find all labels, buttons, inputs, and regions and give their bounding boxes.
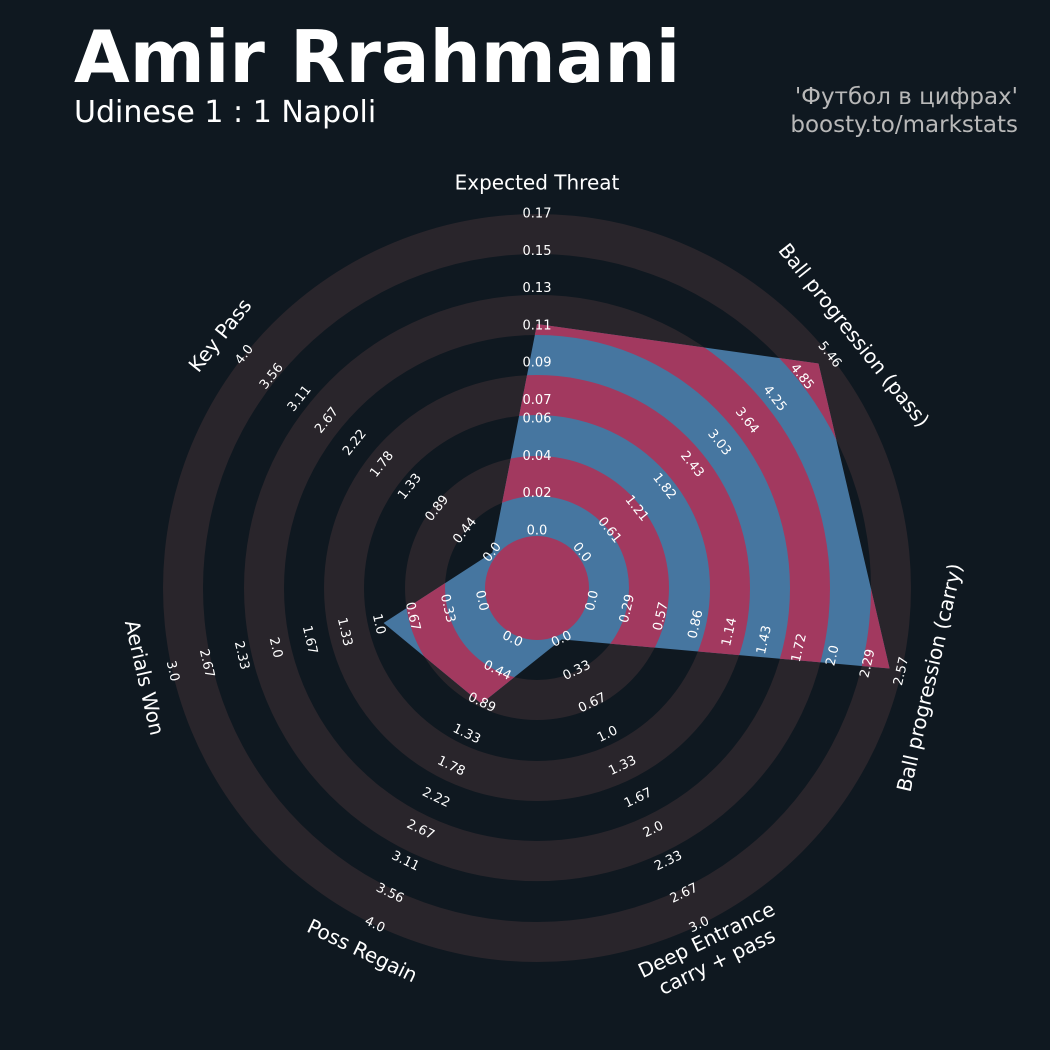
tick-label: 0.13 [523, 281, 552, 296]
tick-label: 0.57 [651, 601, 672, 633]
tick-label: 0.0 [527, 524, 548, 539]
tick-label: 0.67 [402, 601, 423, 633]
credit: 'Футбол в цифрах' [795, 84, 1018, 110]
chart-subtitle: Udinese 1 : 1 Napoli [74, 95, 376, 130]
ring-overlap [485, 536, 589, 640]
tick-label: 1.0 [369, 612, 388, 636]
tick-label: 0.06 [523, 412, 552, 427]
tick-label: 0.09 [523, 356, 552, 371]
tick-label: 1.33 [334, 616, 355, 648]
tick-label: 1.72 [789, 632, 810, 664]
tick-label: 0.33 [437, 593, 458, 625]
tick-label: 0.15 [523, 244, 552, 259]
tick-label: 0.29 [617, 593, 638, 625]
tick-label: 0.11 [523, 318, 552, 333]
tick-label: 0.07 [523, 393, 552, 408]
tick-label: 1.43 [754, 624, 775, 656]
tick-label: 2.33 [231, 640, 252, 672]
tick-label: 1.67 [299, 624, 320, 656]
tick-label: 2.67 [196, 648, 217, 680]
tick-label: 0.0 [472, 589, 491, 613]
credit: boosty.to/markstats [790, 112, 1018, 138]
tick-label: 0.0 [583, 589, 602, 613]
tick-label: 3.0 [163, 659, 182, 683]
tick-label: 0.17 [523, 207, 552, 222]
tick-label: 0.04 [523, 449, 552, 464]
tick-label: 0.86 [685, 609, 706, 641]
tick-label: 2.0 [266, 636, 285, 660]
tick-label: 2.29 [857, 648, 878, 680]
tick-label: 0.02 [523, 486, 552, 501]
tick-label: 2.0 [823, 644, 842, 668]
param-label: Expected Threat [455, 171, 620, 195]
tick-label: 2.57 [891, 655, 912, 687]
chart-title: Amir Rrahmani [74, 15, 680, 99]
tick-label: 1.14 [719, 616, 740, 648]
